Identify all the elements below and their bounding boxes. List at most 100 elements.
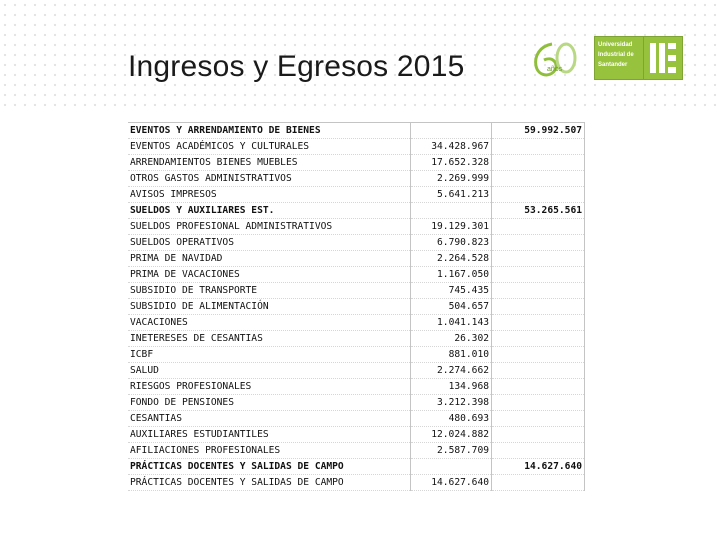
row-label: FONDO DE PENSIONES bbox=[128, 394, 411, 411]
row-label: AVISOS IMPRESOS bbox=[128, 186, 411, 203]
row-total bbox=[491, 154, 585, 171]
row-total bbox=[491, 266, 585, 283]
row-value: 2.264.528 bbox=[410, 250, 492, 267]
row-total bbox=[491, 298, 585, 315]
row-label: PRÁCTICAS DOCENTES Y SALIDAS DE CAMPO bbox=[128, 458, 411, 475]
row-label: AFILIACIONES PROFESIONALES bbox=[128, 442, 411, 459]
row-total: 14.627.640 bbox=[491, 458, 585, 475]
uis-logo-line-3: Santander bbox=[598, 62, 628, 68]
table-row: FONDO DE PENSIONES 3.212.398 bbox=[128, 394, 585, 411]
row-label: VACACIONES bbox=[128, 314, 411, 331]
row-value bbox=[410, 122, 492, 139]
row-total bbox=[491, 346, 585, 363]
row-value: 2.274.662 bbox=[410, 362, 492, 379]
row-value bbox=[410, 458, 492, 475]
table-row: PRIMA DE NAVIDAD 2.264.528 bbox=[128, 250, 585, 267]
table-section-row: PRÁCTICAS DOCENTES Y SALIDAS DE CAMPO 14.… bbox=[128, 458, 585, 475]
row-total bbox=[491, 362, 585, 379]
row-label: PRÁCTICAS DOCENTES Y SALIDAS DE CAMPO bbox=[128, 474, 411, 491]
table-row: RIESGOS PROFESIONALES 134.968 bbox=[128, 378, 585, 395]
table-row: ARRENDAMIENTOS BIENES MUEBLES 17.652.328 bbox=[128, 154, 585, 171]
row-label: PRIMA DE NAVIDAD bbox=[128, 250, 411, 267]
row-total: 59.992.507 bbox=[491, 122, 585, 139]
row-total bbox=[491, 138, 585, 155]
table-row: SUBSIDIO DE TRANSPORTE 745.435 bbox=[128, 282, 585, 299]
row-total bbox=[491, 394, 585, 411]
row-label: ARRENDAMIENTOS BIENES MUEBLES bbox=[128, 154, 411, 171]
uis-emblem-icon bbox=[643, 36, 683, 80]
row-label: EVENTOS Y ARRENDAMIENTO DE BIENES bbox=[128, 122, 411, 139]
table-row: PRIMA DE VACACIONES 1.167.050 bbox=[128, 266, 585, 283]
row-value: 19.129.301 bbox=[410, 218, 492, 235]
row-value: 881.010 bbox=[410, 346, 492, 363]
row-label: CESANTIAS bbox=[128, 410, 411, 427]
income-expense-table: EVENTOS Y ARRENDAMIENTO DE BIENES 59.992.… bbox=[128, 122, 585, 491]
row-label: OTROS GASTOS ADMINISTRATIVOS bbox=[128, 170, 411, 187]
row-label: ICBF bbox=[128, 346, 411, 363]
row-label: SUELDOS Y AUXILIARES EST. bbox=[128, 202, 411, 219]
row-total bbox=[491, 234, 585, 251]
row-value: 134.968 bbox=[410, 378, 492, 395]
row-total bbox=[491, 442, 585, 459]
row-value: 12.024.882 bbox=[410, 426, 492, 443]
sixty-years-logo-icon bbox=[534, 42, 577, 77]
row-value: 1.167.050 bbox=[410, 266, 492, 283]
row-label: INETERESES DE CESANTIAS bbox=[128, 330, 411, 347]
row-value: 2.269.999 bbox=[410, 170, 492, 187]
table-section-row: SUELDOS Y AUXILIARES EST. 53.265.561 bbox=[128, 202, 585, 219]
row-value: 480.693 bbox=[410, 410, 492, 427]
row-label: EVENTOS ACADÉMICOS Y CULTURALES bbox=[128, 138, 411, 155]
row-total: 53.265.561 bbox=[491, 202, 585, 219]
row-label: SUELDOS OPERATIVOS bbox=[128, 234, 411, 251]
row-total bbox=[491, 426, 585, 443]
row-label: SALUD bbox=[128, 362, 411, 379]
table-row: CESANTIAS 480.693 bbox=[128, 410, 585, 427]
table-row: SUELDOS OPERATIVOS 6.790.823 bbox=[128, 234, 585, 251]
row-total bbox=[491, 282, 585, 299]
row-value: 14.627.640 bbox=[410, 474, 492, 491]
row-label: RIESGOS PROFESIONALES bbox=[128, 378, 411, 395]
table-row: AUXILIARES ESTUDIANTILES 12.024.882 bbox=[128, 426, 585, 443]
sixty-years-logo-text: años bbox=[547, 66, 563, 73]
table-row: AFILIACIONES PROFESIONALES 2.587.709 bbox=[128, 442, 585, 459]
row-value: 26.302 bbox=[410, 330, 492, 347]
table-row: SALUD 2.274.662 bbox=[128, 362, 585, 379]
row-label: SUBSIDIO DE ALIMENTACIÓN bbox=[128, 298, 411, 315]
row-value: 5.641.213 bbox=[410, 186, 492, 203]
row-total bbox=[491, 330, 585, 347]
uis-logo-line-2: Industrial de bbox=[598, 52, 634, 58]
row-value: 745.435 bbox=[410, 282, 492, 299]
row-value: 3.212.398 bbox=[410, 394, 492, 411]
table-row: PRÁCTICAS DOCENTES Y SALIDAS DE CAMPO 14.… bbox=[128, 474, 585, 491]
table-row: OTROS GASTOS ADMINISTRATIVOS 2.269.999 bbox=[128, 170, 585, 187]
uis-logo-line-1: Universidad bbox=[598, 42, 633, 48]
row-label: AUXILIARES ESTUDIANTILES bbox=[128, 426, 411, 443]
row-total bbox=[491, 218, 585, 235]
row-label: SUELDOS PROFESIONAL ADMINISTRATIVOS bbox=[128, 218, 411, 235]
table-row: SUELDOS PROFESIONAL ADMINISTRATIVOS 19.12… bbox=[128, 218, 585, 235]
row-total bbox=[491, 186, 585, 203]
row-label: PRIMA DE VACACIONES bbox=[128, 266, 411, 283]
row-total bbox=[491, 410, 585, 427]
table-row: VACACIONES 1.041.143 bbox=[128, 314, 585, 331]
row-value: 2.587.709 bbox=[410, 442, 492, 459]
table-row: AVISOS IMPRESOS 5.641.213 bbox=[128, 186, 585, 203]
row-value: 17.652.328 bbox=[410, 154, 492, 171]
row-value: 6.790.823 bbox=[410, 234, 492, 251]
row-value: 504.657 bbox=[410, 298, 492, 315]
page-title: Ingresos y Egresos 2015 bbox=[128, 50, 465, 83]
table-row: EVENTOS ACADÉMICOS Y CULTURALES 34.428.96… bbox=[128, 138, 585, 155]
row-total bbox=[491, 170, 585, 187]
uis-logo-box bbox=[594, 36, 644, 80]
table-row: ICBF 881.010 bbox=[128, 346, 585, 363]
row-value: 1.041.143 bbox=[410, 314, 492, 331]
row-total bbox=[491, 314, 585, 331]
row-total bbox=[491, 474, 585, 491]
row-value bbox=[410, 202, 492, 219]
table-section-row: EVENTOS Y ARRENDAMIENTO DE BIENES 59.992.… bbox=[128, 122, 585, 139]
row-total bbox=[491, 250, 585, 267]
row-label: SUBSIDIO DE TRANSPORTE bbox=[128, 282, 411, 299]
table-row: INETERESES DE CESANTIAS 26.302 bbox=[128, 330, 585, 347]
uis-emblem-glyph-icon bbox=[650, 43, 676, 73]
row-value: 34.428.967 bbox=[410, 138, 492, 155]
